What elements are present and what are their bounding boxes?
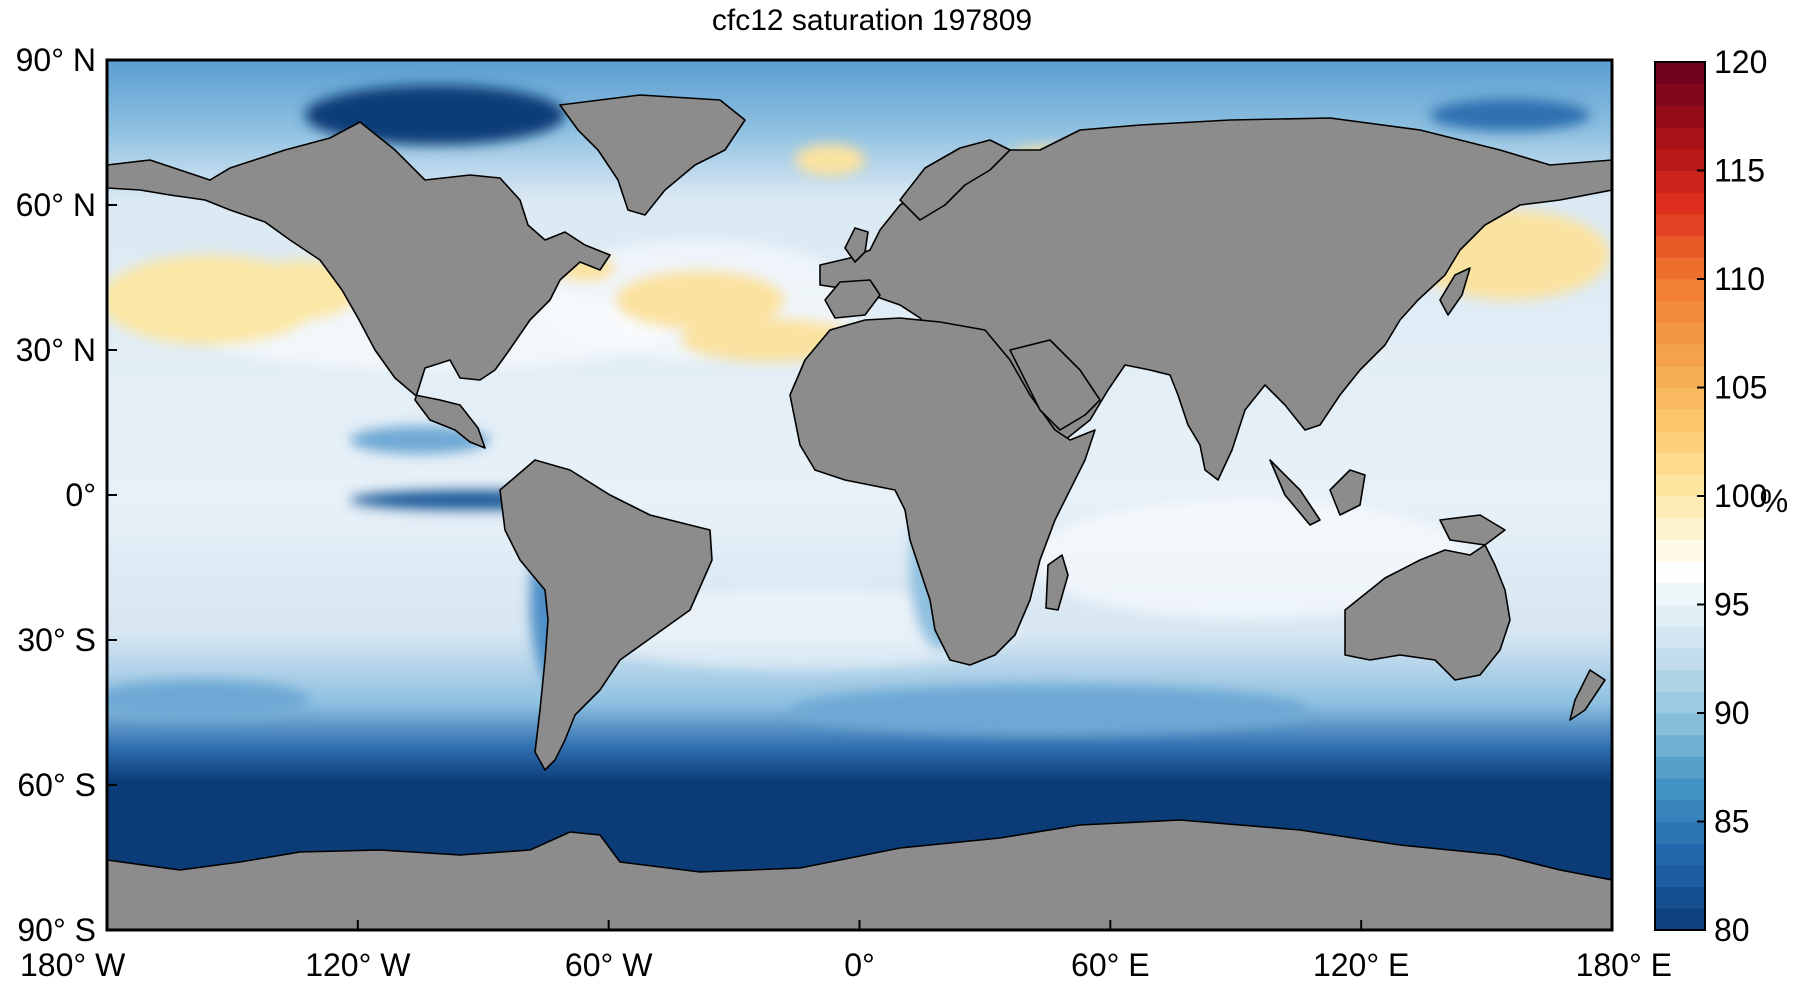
colorbar-step	[1655, 430, 1705, 454]
colorbar-step	[1655, 170, 1705, 193]
land-iberia	[824, 279, 881, 319]
colorbar-step	[1655, 821, 1705, 844]
colorbar-step	[1655, 62, 1705, 85]
lat-tick-label: 90° S	[17, 912, 96, 948]
colorbar-step	[1655, 322, 1705, 345]
lat-tick-label: 30° N	[16, 332, 96, 368]
lat-tick-label: 0°	[65, 477, 96, 513]
land-antarctica	[107, 819, 1612, 930]
land-australia	[1344, 544, 1511, 681]
land-madagascar	[1045, 554, 1069, 611]
lat-tick-label: 90° N	[16, 42, 96, 78]
colorbar-step	[1655, 344, 1705, 367]
colorbar-tick-label: 90	[1714, 695, 1750, 731]
colorbar-step	[1655, 756, 1705, 779]
lon-tick-label: 120° W	[305, 947, 411, 983]
colorbar-step	[1655, 669, 1705, 692]
colorbar-step	[1655, 691, 1705, 714]
colorbar-step	[1655, 908, 1705, 931]
lon-tick-label: 120° E	[1313, 947, 1409, 983]
colorbar-step	[1655, 886, 1705, 909]
lon-tick-label: 0°	[844, 947, 875, 983]
lon-tick-label: 60° E	[1071, 947, 1150, 983]
colorbar-step	[1655, 864, 1705, 888]
colorbar-step	[1655, 279, 1705, 302]
colorbar-step	[1655, 300, 1705, 323]
colorbar-step	[1655, 148, 1705, 171]
colorbar-step	[1655, 582, 1705, 605]
colorbar-step	[1655, 604, 1705, 627]
land-arabia	[1009, 339, 1101, 431]
colorbar-tick-label: 110	[1714, 261, 1765, 297]
colorbar-step	[1655, 192, 1705, 215]
land-masses	[107, 94, 1612, 930]
latitude-ticks: 90° N 60° N 30° N 0° 30° S 60° S 90° S	[16, 42, 117, 948]
colorbar-step	[1655, 127, 1705, 150]
land-south-america	[499, 459, 713, 771]
colorbar-step	[1655, 713, 1705, 736]
colorbar-step	[1655, 83, 1705, 106]
colorbar-unit: %	[1760, 483, 1788, 519]
colorbar-step	[1655, 517, 1705, 540]
colorbar-step	[1655, 778, 1705, 801]
colorbar-tick-label: 100	[1714, 478, 1767, 514]
colorbar-step	[1655, 365, 1705, 388]
colorbar-tick-label: 105	[1714, 370, 1767, 406]
lat-tick-label: 60° N	[16, 187, 96, 223]
colorbar-scale	[1655, 62, 1705, 931]
land-north-america	[107, 121, 611, 449]
colorbar: 80 85 90 95 100 105 110 115 120 %	[1654, 44, 1788, 948]
longitude-ticks: 180° W 120° W 60° W 0° 60° E 120° E 180° E	[20, 920, 1672, 983]
lon-tick-label: 180° E	[1576, 947, 1672, 983]
colorbar-step	[1655, 539, 1705, 562]
map-title: cfc12 saturation 197809	[712, 4, 1032, 37]
colorbar-ticks: 80 85 90 95 100 105 110 115 120	[1697, 44, 1767, 948]
colorbar-step	[1655, 213, 1705, 237]
colorbar-step	[1655, 496, 1705, 519]
colorbar-tick-label: 80	[1714, 912, 1750, 948]
colorbar-step	[1655, 843, 1705, 866]
lat-tick-label: 60° S	[17, 767, 96, 803]
colorbar-step	[1655, 452, 1705, 475]
lon-tick-label: 60° W	[565, 947, 653, 983]
land-new-zealand	[1569, 669, 1606, 721]
colorbar-tick-label: 85	[1714, 804, 1750, 840]
land-britain	[844, 227, 869, 263]
land-sumatra	[1269, 459, 1321, 526]
land-greenland	[559, 94, 746, 216]
land-borneo	[1329, 469, 1366, 516]
lat-tick-label: 30° S	[17, 622, 96, 658]
colorbar-tick-label: 120	[1714, 44, 1767, 80]
land-japan	[1439, 267, 1471, 316]
colorbar-step	[1655, 734, 1705, 757]
colorbar-step	[1655, 409, 1705, 432]
land-new-guinea	[1439, 514, 1506, 546]
colorbar-step	[1655, 626, 1705, 649]
colorbar-step	[1655, 561, 1705, 584]
colorbar-tick-label: 115	[1714, 153, 1765, 189]
colorbar-step	[1655, 387, 1705, 410]
colorbar-step	[1655, 105, 1705, 128]
colorbar-step	[1655, 235, 1705, 258]
land-scandinavia	[899, 139, 1011, 221]
colorbar-step	[1655, 474, 1705, 497]
lon-tick-label: 180° W	[20, 947, 126, 983]
land-africa	[789, 317, 1096, 666]
colorbar-step	[1655, 647, 1705, 671]
colorbar-tick-label: 95	[1714, 587, 1750, 623]
colorbar-step	[1655, 257, 1705, 280]
colorbar-step	[1655, 799, 1705, 822]
